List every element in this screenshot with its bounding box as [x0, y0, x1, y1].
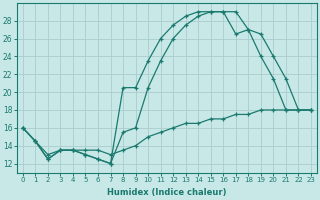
X-axis label: Humidex (Indice chaleur): Humidex (Indice chaleur) [107, 188, 227, 197]
